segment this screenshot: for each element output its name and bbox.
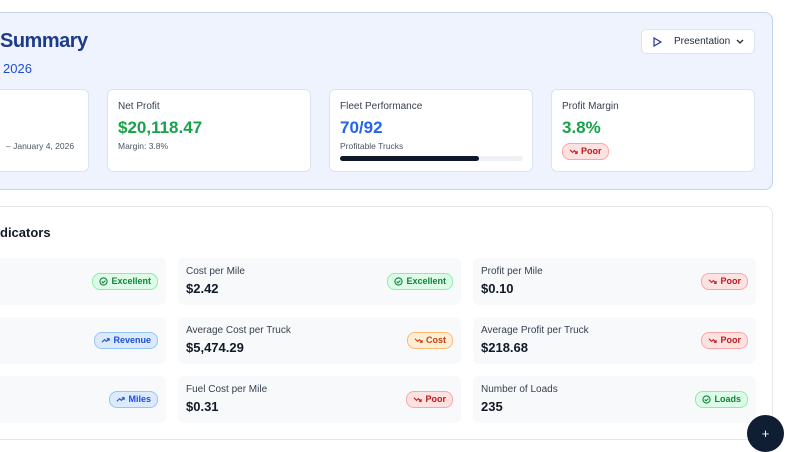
badge-icon xyxy=(709,338,718,343)
badge-text: Poor xyxy=(581,146,602,156)
kpi-tile: Average Cost per Truck $5,474.29 Cost xyxy=(178,317,461,364)
status-badge: Cost xyxy=(407,332,453,349)
card-note: – January 4, 2026 xyxy=(6,141,75,151)
card-note: Profitable Trucks xyxy=(340,141,404,151)
kpi-value: $218.68 xyxy=(481,340,528,355)
kpi-tile: Number of Loads 235 Loads xyxy=(473,376,756,423)
status-badge: Excellent xyxy=(92,273,158,290)
kpi-label: Fuel Cost per Mile xyxy=(186,384,268,395)
stat-card: – January 4, 2026 xyxy=(0,89,89,172)
stat-card: Profit Margin 3.8% Poor xyxy=(551,89,755,172)
badge-icon xyxy=(709,279,718,284)
card-label: Fleet Performance xyxy=(340,101,423,112)
presentation-button[interactable]: Presentation xyxy=(641,29,755,54)
badge-icon xyxy=(99,277,109,286)
kpi-label: Cost per Mile xyxy=(186,266,245,277)
kpi-tile: Revenue xyxy=(0,317,166,364)
badge-icon xyxy=(569,149,578,154)
stat-card: Net Profit $20,118.47 Margin: 3.8% xyxy=(107,89,311,172)
kpi-label: Profit per Mile xyxy=(481,266,543,277)
badge-icon xyxy=(702,395,712,404)
badge-icon xyxy=(117,397,126,402)
chevron-icon xyxy=(736,39,744,44)
badge-text: Loads xyxy=(714,394,741,404)
card-value: 3.8% xyxy=(562,118,601,137)
kpi-label: Number of Loads xyxy=(481,384,558,395)
status-badge: Excellent xyxy=(387,273,453,290)
badge-text: Miles xyxy=(128,394,151,404)
kpi-tile: Average Profit per Truck $218.68 Poor xyxy=(473,317,756,364)
kpi-tile: Excellent xyxy=(0,258,166,305)
stat-card: Fleet Performance 70/92 Profitable Trucks xyxy=(329,89,533,172)
status-badge: Poor xyxy=(406,391,453,408)
card-value: 70/92 xyxy=(340,118,383,137)
section-title: dicators xyxy=(0,225,51,240)
status-badge: Poor xyxy=(701,332,748,349)
kpi-tile: Profit per Mile $0.10 Poor xyxy=(473,258,756,305)
badge-text: Poor xyxy=(720,335,741,345)
kpi-tile: Cost per Mile $2.42 Excellent xyxy=(178,258,461,305)
status-badge: Miles xyxy=(109,391,158,408)
status-badge: Loads xyxy=(695,391,748,408)
badge-text: Poor xyxy=(720,276,741,286)
progress-track xyxy=(340,156,523,161)
play-icon xyxy=(653,37,662,47)
badge-icon xyxy=(414,338,423,343)
page-subtitle: 2026 xyxy=(3,61,32,76)
badge-icon xyxy=(101,338,111,343)
kpi-value: $0.10 xyxy=(481,281,514,296)
badge-text: Revenue xyxy=(113,335,151,345)
button-label: Presentation xyxy=(674,36,731,47)
badge-text: Excellent xyxy=(406,276,446,286)
card-note: Margin: 3.8% xyxy=(118,141,169,151)
progress-fill xyxy=(340,156,480,161)
status-badge: Poor xyxy=(562,143,609,160)
kpi-value: $5,474.29 xyxy=(186,340,244,355)
kpi-label: Average Cost per Truck xyxy=(186,325,291,336)
card-value: $20,118.47 xyxy=(118,118,203,137)
card-label: Profit Margin xyxy=(562,101,619,112)
kpi-tile: Miles xyxy=(0,376,166,423)
card-label: Net Profit xyxy=(118,101,160,112)
add-button[interactable]: + xyxy=(747,415,784,452)
kpi-tile: Fuel Cost per Mile $0.31 Poor xyxy=(178,376,461,423)
status-badge: Poor xyxy=(701,273,748,290)
kpi-value: $2.42 xyxy=(186,281,219,296)
kpi-value: $0.31 xyxy=(186,399,219,414)
page-title: Summary xyxy=(0,30,88,52)
badge-text: Excellent xyxy=(111,276,151,286)
badge-icon xyxy=(414,397,423,402)
badge-icon xyxy=(394,277,404,286)
badge-text: Cost xyxy=(426,335,446,345)
status-badge: Revenue xyxy=(94,332,158,349)
badge-text: Poor xyxy=(425,394,446,404)
kpi-label: Average Profit per Truck xyxy=(481,325,589,336)
kpi-value: 235 xyxy=(481,399,503,414)
